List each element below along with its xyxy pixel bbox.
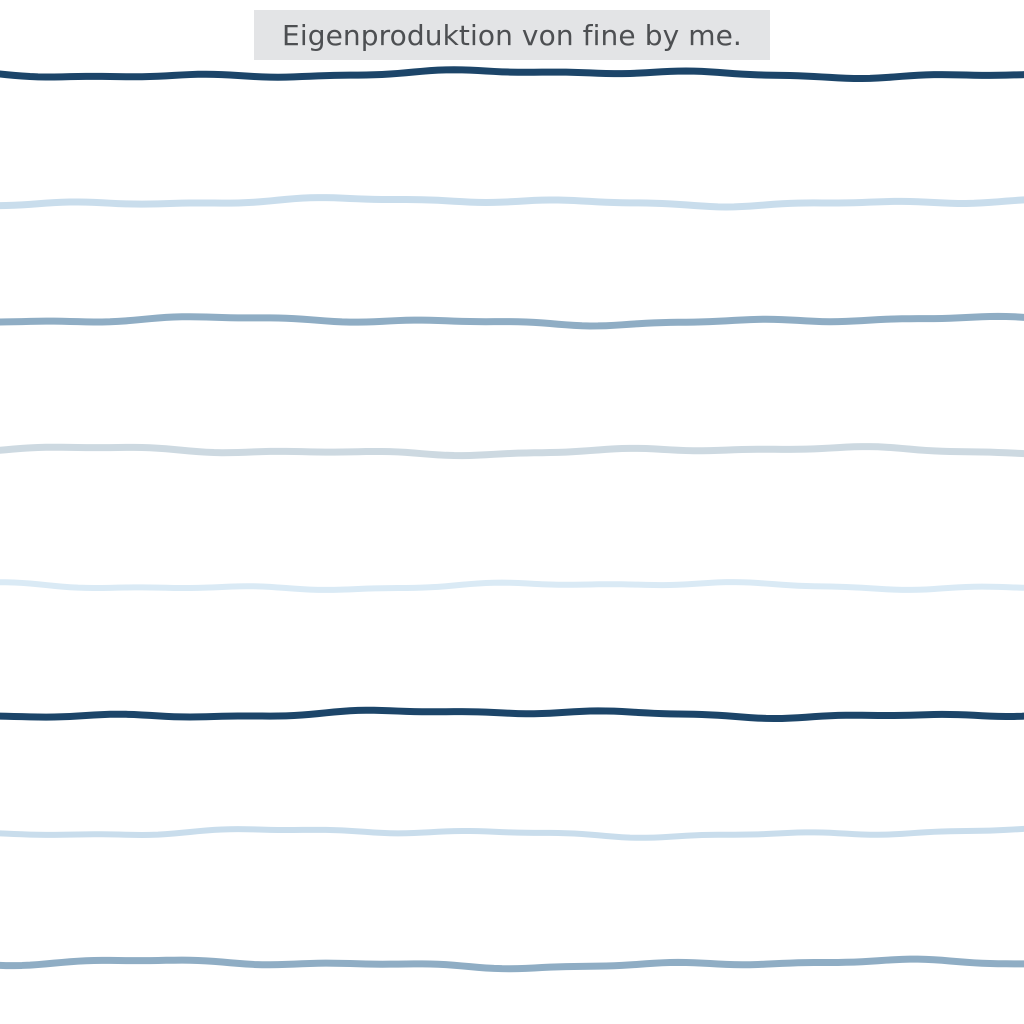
caption-label: Eigenproduktion von fine by me. xyxy=(254,10,770,60)
stripe-5 xyxy=(0,579,1024,593)
stripe-3 xyxy=(0,312,1024,330)
stripe-1 xyxy=(0,66,1024,83)
stripe-2 xyxy=(0,194,1024,211)
stripe-4 xyxy=(0,443,1024,460)
stripe-6 xyxy=(0,706,1024,723)
stripe-7 xyxy=(0,825,1024,841)
caption-text: Eigenproduktion von fine by me. xyxy=(282,18,742,52)
stripe-8 xyxy=(0,955,1024,973)
